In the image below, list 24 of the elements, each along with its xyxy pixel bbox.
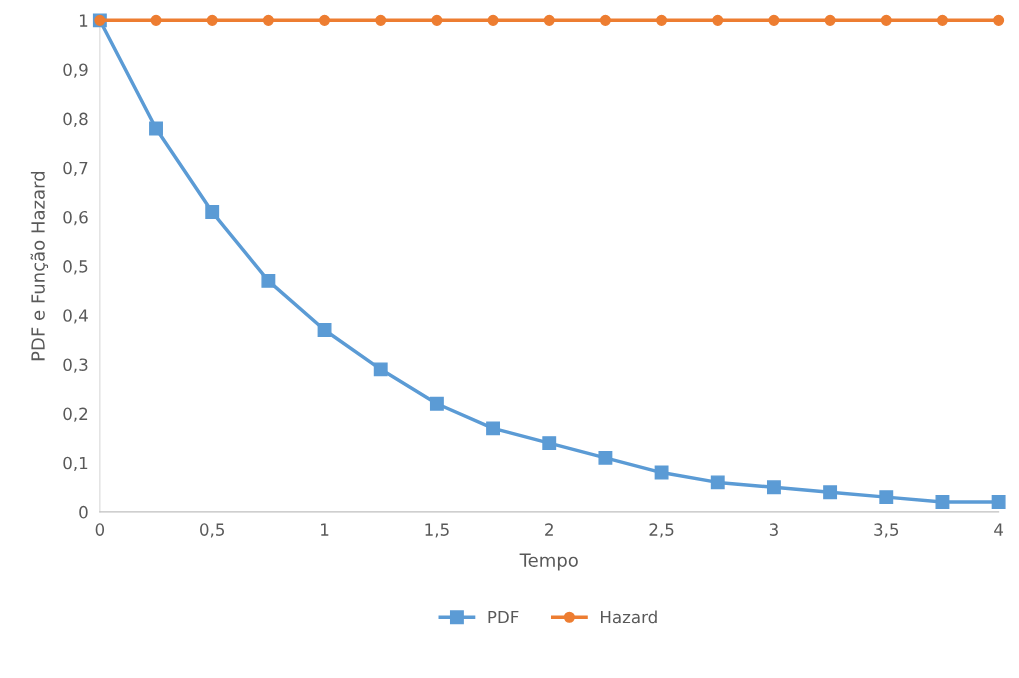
y-tick-label: 0,5 — [63, 260, 88, 275]
y-tick-label: 0 — [79, 505, 88, 519]
x-tick-label: 1 — [321, 523, 329, 536]
y-tick-label: 0,9 — [63, 63, 88, 78]
x-tick-label: 3 — [769, 523, 778, 536]
legend-label: PDF — [488, 610, 519, 624]
y-tick-label: 0,1 — [63, 456, 88, 471]
x-tick-label: 1,5 — [425, 523, 449, 538]
x-tick-label: 2,5 — [649, 523, 674, 538]
y-tick-label: 0,6 — [63, 210, 88, 226]
y-tick-label: 0,8 — [63, 112, 88, 127]
x-tick-label: 2 — [545, 523, 553, 536]
y-tick-label: 0,7 — [63, 161, 88, 177]
y-tick-label: 0,3 — [63, 358, 88, 373]
y-tick-label: 1 — [79, 14, 88, 27]
x-axis-title: Tempo — [519, 553, 578, 571]
y-axis-title: PDF e Função Hazard — [30, 171, 49, 361]
x-tick-label: 0,5 — [200, 523, 224, 538]
y-tick-label: 0,2 — [63, 407, 88, 422]
legend-label: Hazard — [601, 610, 657, 624]
x-tick-label: 4 — [994, 523, 1003, 536]
x-tick-label: 0 — [95, 523, 105, 536]
y-tick-label: 0,4 — [63, 309, 88, 324]
x-tick-label: 3,5 — [874, 523, 899, 538]
